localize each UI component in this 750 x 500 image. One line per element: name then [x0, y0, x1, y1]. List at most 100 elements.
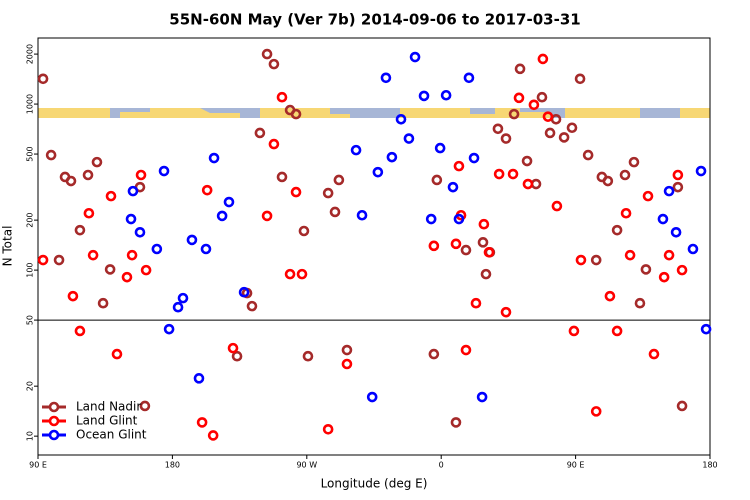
y-tick-label: 500 — [26, 146, 35, 161]
data-point — [201, 184, 213, 196]
data-point — [537, 53, 549, 65]
legend-label: Land Glint — [76, 414, 138, 428]
data-point — [476, 391, 488, 403]
data-point — [223, 196, 235, 208]
data-point — [284, 268, 296, 280]
data-point — [676, 400, 688, 412]
data-point — [105, 190, 117, 202]
data-point — [453, 160, 465, 172]
y-axis-label: N Total — [1, 226, 15, 267]
data-point — [687, 243, 699, 255]
data-point — [624, 249, 636, 261]
data-point — [544, 127, 556, 139]
data-point — [74, 325, 86, 337]
data-point — [642, 190, 654, 202]
data-point — [290, 186, 302, 198]
x-tick-label: 90 E — [29, 461, 47, 470]
data-point — [403, 133, 415, 144]
data-point — [428, 240, 440, 252]
data-point — [500, 133, 512, 144]
data-point — [670, 226, 682, 238]
data-point — [276, 171, 288, 183]
data-point — [341, 358, 353, 370]
data-point — [298, 225, 310, 237]
y-tick-label: 10 — [26, 431, 35, 441]
data-point — [333, 174, 345, 186]
data-point — [140, 264, 152, 276]
data-point — [53, 254, 65, 266]
data-point — [492, 123, 504, 135]
y-tick-label: 50 — [26, 315, 35, 325]
data-point — [493, 168, 505, 180]
data-point — [177, 292, 189, 304]
plot-frame — [37, 37, 711, 456]
data-point — [611, 325, 623, 337]
data-point — [276, 91, 288, 103]
legend-label: Ocean Glint — [76, 428, 147, 442]
data-point — [468, 152, 480, 164]
data-point — [366, 391, 378, 403]
data-point — [418, 90, 430, 102]
data-point — [111, 348, 123, 360]
data-point — [478, 218, 490, 230]
data-point — [37, 73, 49, 85]
data-point — [508, 108, 520, 120]
data-point — [507, 168, 519, 180]
data-point — [121, 271, 133, 283]
data-point — [135, 169, 147, 181]
data-point — [425, 213, 437, 225]
data-point — [672, 169, 684, 181]
data-point — [83, 207, 95, 219]
data-point — [186, 234, 198, 246]
data-point — [640, 264, 652, 275]
data-point — [658, 271, 670, 283]
data-point — [700, 323, 712, 335]
x-tick-label: 180 — [702, 461, 717, 470]
x-tick-label: 90 W — [296, 461, 317, 470]
map-strip — [38, 108, 710, 118]
data-point — [350, 144, 362, 156]
data-point — [483, 247, 495, 258]
data-point — [125, 213, 137, 225]
data-point — [386, 151, 398, 163]
data-point — [356, 209, 368, 221]
data-point — [193, 373, 205, 384]
data-point — [196, 417, 208, 428]
data-point — [261, 210, 273, 222]
data-point — [513, 92, 525, 104]
data-point — [409, 51, 421, 63]
data-point — [341, 344, 353, 356]
data-point — [126, 249, 138, 261]
data-point — [37, 254, 49, 266]
y-tick-label: 20 — [26, 381, 35, 391]
data-point — [208, 152, 220, 164]
data-point — [536, 91, 548, 103]
data-point — [65, 175, 77, 187]
data-point — [296, 268, 308, 280]
data-point — [590, 406, 602, 417]
data-point — [480, 268, 492, 280]
data-point — [657, 213, 669, 225]
data-point — [542, 111, 554, 122]
data-point — [428, 348, 440, 360]
data-point — [522, 178, 534, 190]
data-point — [663, 249, 675, 261]
data-point — [672, 181, 684, 193]
x-axis-label: Longitude (deg E) — [321, 477, 428, 491]
data-point — [91, 156, 103, 168]
legend-label: Land Nadir — [76, 400, 141, 414]
data-point — [82, 169, 94, 181]
data-point — [463, 72, 475, 84]
data-point — [163, 323, 175, 335]
data-point — [302, 350, 314, 362]
data-point — [74, 224, 86, 236]
data-point — [261, 48, 273, 60]
legend-marker — [48, 429, 60, 441]
data-point — [558, 132, 570, 143]
data-point — [87, 249, 99, 261]
x-tick-label: 0 — [439, 461, 444, 470]
data-point — [268, 58, 280, 70]
data-point — [566, 122, 578, 134]
data-point — [67, 290, 79, 302]
